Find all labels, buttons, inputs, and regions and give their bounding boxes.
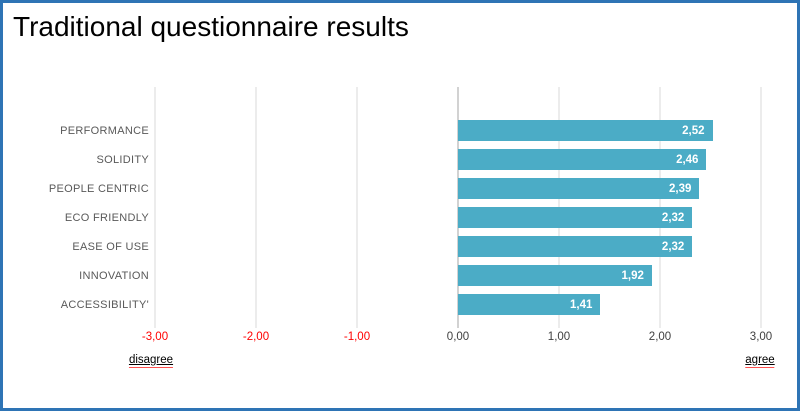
bar-value-label: 2,32 xyxy=(661,240,685,253)
bar-value-label: 2,46 xyxy=(676,153,699,166)
category-label: EASE OF USE xyxy=(72,240,149,253)
gridline xyxy=(760,87,762,328)
bar-value-label: 1,41 xyxy=(570,298,593,311)
bar-rows: 2,52 2,46 2,39 2,32 2,32 1,92 1,41 xyxy=(155,87,761,323)
bar-value-label: 1,92 xyxy=(621,269,644,282)
bar-accessibility: 1,41 xyxy=(458,294,601,315)
category-label: INNOVATION xyxy=(79,269,149,282)
category-label: PERFORMANCE xyxy=(60,124,149,137)
category-label: ACCESSIBILITY' xyxy=(60,298,149,311)
bar-solidity: 2,46 xyxy=(458,149,707,170)
bar-value-label: 2,52 xyxy=(682,124,705,137)
bar-innovation: 1,92 xyxy=(458,265,652,286)
x-tick-label: -3,00 xyxy=(141,331,169,343)
category-axis-labels: PERFORMANCE SOLIDITY PEOPLE CENTRIC ECO FRI… xyxy=(3,87,149,319)
gridline xyxy=(255,87,257,328)
axis-caption-disagree: disagree xyxy=(128,354,174,368)
gridline xyxy=(356,87,358,328)
x-tick-label: -2,00 xyxy=(242,331,270,343)
bar-ease-of-use: 2,32 xyxy=(458,236,693,257)
category-label: SOLIDITY xyxy=(96,153,149,166)
bar-eco-friendly: 2,32 xyxy=(458,207,693,228)
bar-row: 2,32 xyxy=(155,232,761,261)
axis-caption-agree: agree xyxy=(745,354,775,368)
gridline xyxy=(154,87,156,328)
category-label: PEOPLE CENTRIC xyxy=(48,182,149,195)
bar-value-label: 2,32 xyxy=(661,211,685,224)
bar-row: 2,46 xyxy=(155,145,761,174)
bar-row: 2,39 xyxy=(155,174,761,203)
bar-performance: 2,52 xyxy=(458,120,713,141)
bar-row: 1,41 xyxy=(155,290,761,319)
category-label: ECO FRIENDLY xyxy=(64,211,149,224)
bar-row: 1,92 xyxy=(155,261,761,290)
chart-title: Traditional questionnaire results xyxy=(13,11,409,42)
bar-people-centric: 2,39 xyxy=(458,178,700,199)
bar-row: 2,52 xyxy=(155,116,761,145)
plot-area: 2,52 2,46 2,39 2,32 2,32 1,92 1,41 xyxy=(154,87,762,328)
x-tick-label: 1,00 xyxy=(547,331,571,343)
x-tick-label: 2,00 xyxy=(648,331,672,343)
x-tick-label: -1,00 xyxy=(343,331,371,343)
bar-row: 2,32 xyxy=(155,203,761,232)
x-tick-label: 0,00 xyxy=(446,331,470,343)
x-tick-label: 3,00 xyxy=(749,331,773,343)
bar-value-label: 2,39 xyxy=(668,182,692,195)
